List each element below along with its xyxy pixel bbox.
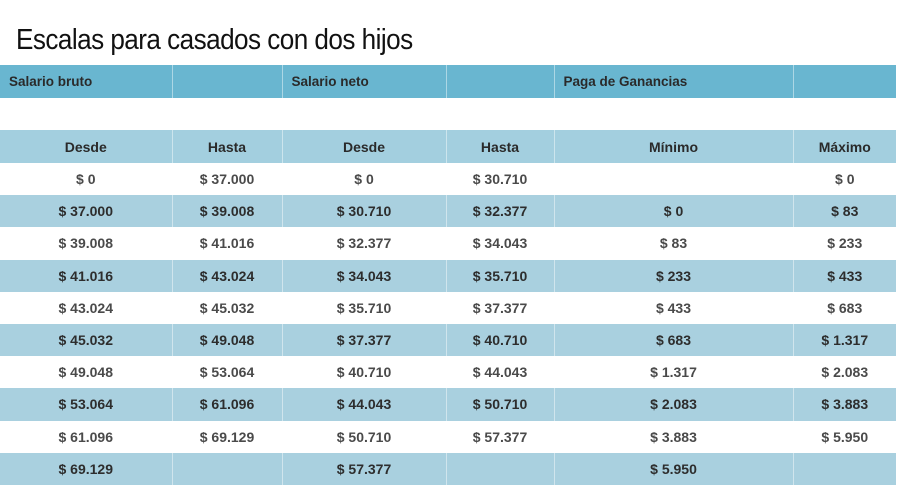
group-header-empty [792, 65, 896, 98]
column-header-minimo: Mínimo [553, 130, 793, 163]
table-cell: $ 50.710 [281, 420, 446, 453]
table-row: $ 43.024 $ 45.032 $ 35.710 $ 37.377 $ 433 $ 6… [0, 291, 896, 324]
table-cell: $ 683 [792, 291, 896, 324]
table-cell: $ 433 [553, 291, 793, 324]
table-cell: $ 5.950 [553, 452, 793, 485]
table-cell: $ 39.008 [171, 195, 282, 228]
table-cell: $ 41.016 [171, 227, 282, 260]
table-row: $ 49.048 $ 53.064 $ 40.710 $ 44.043 $ 1.317 $… [0, 356, 896, 389]
group-header-row: Salario bruto Salario neto Paga de Ganan… [0, 65, 896, 98]
table-cell [792, 452, 896, 485]
group-header-salario-neto: Salario neto [281, 65, 446, 98]
column-header-desde: Desde [281, 130, 446, 163]
table-cell: $ 233 [553, 259, 793, 292]
table-cell [445, 452, 554, 485]
column-header-desde: Desde [0, 130, 172, 163]
table-cell: $ 683 [553, 323, 793, 357]
table-cell: $ 41.016 [0, 259, 172, 292]
table-cell: $ 39.008 [0, 227, 172, 260]
column-header-hasta: Hasta [445, 130, 554, 163]
table-row: $ 53.064 $ 61.096 $ 44.043 $ 50.710 $ 2.083 $… [0, 388, 896, 421]
table-cell: $ 2.083 [792, 356, 896, 389]
table-cell: $ 0 [0, 163, 172, 196]
table-cell: $ 233 [792, 227, 896, 260]
table-cell: $ 30.710 [281, 195, 446, 228]
table-row: $ 41.016 $ 43.024 $ 34.043 $ 35.710 $ 233 $ 4… [0, 259, 896, 292]
table-cell: $ 69.129 [171, 420, 282, 453]
table-cell: $ 433 [792, 259, 896, 292]
table-cell: $ 40.710 [445, 323, 554, 357]
table-cell: $ 0 [281, 163, 446, 196]
table-cell: $ 83 [792, 195, 896, 228]
table-cell: $ 83 [553, 227, 793, 260]
scales-table: Desde Hasta Desde Hasta Mínimo Máximo $ … [0, 130, 896, 485]
table-cell: $ 50.710 [445, 388, 554, 421]
table-cell: $ 44.043 [445, 356, 554, 389]
table-cell: $ 37.000 [171, 163, 282, 196]
group-header-empty [171, 65, 282, 98]
table-row: $ 0 $ 37.000 $ 0 $ 30.710 $ 0 [0, 163, 896, 196]
table-row: $ 45.032 $ 49.048 $ 37.377 $ 40.710 $ 683 $ 1… [0, 323, 896, 357]
group-header-salario-bruto: Salario bruto [0, 65, 172, 98]
table-cell: $ 43.024 [0, 291, 172, 324]
table-cell: $ 45.032 [0, 323, 172, 357]
table-cell: $ 34.043 [281, 259, 446, 292]
table-cell: $ 43.024 [171, 259, 282, 292]
table-cell: $ 0 [792, 163, 896, 196]
table-row: $ 61.096 $ 69.129 $ 50.710 $ 57.377 $ 3.883 $… [0, 420, 896, 453]
group-header-empty [445, 65, 554, 98]
table-cell: $ 32.377 [445, 195, 554, 228]
table-cell: $ 1.317 [553, 356, 793, 389]
column-header-row: Desde Hasta Desde Hasta Mínimo Máximo [0, 130, 896, 163]
table-cell: $ 3.883 [553, 420, 793, 453]
table-cell: $ 32.377 [281, 227, 446, 260]
table-row: $ 37.000 $ 39.008 $ 30.710 $ 32.377 $ 0 $ 83 [0, 195, 896, 228]
table-cell: $ 3.883 [792, 388, 896, 421]
table-cell: $ 53.064 [171, 356, 282, 389]
table-cell: $ 49.048 [171, 323, 282, 357]
table-cell: $ 57.377 [281, 452, 446, 485]
table-cell: $ 61.096 [0, 420, 172, 453]
table-cell: $ 45.032 [171, 291, 282, 324]
table-cell: $ 35.710 [445, 259, 554, 292]
table-cell: $ 37.377 [281, 323, 446, 357]
table-cell [553, 163, 793, 196]
group-header-paga-ganancias: Paga de Ganancias [553, 65, 793, 98]
table-cell: $ 1.317 [792, 323, 896, 357]
table-cell: $ 40.710 [281, 356, 446, 389]
table-cell: $ 37.000 [0, 195, 172, 228]
table-cell: $ 5.950 [792, 420, 896, 453]
table-cell: $ 37.377 [445, 291, 554, 324]
table-cell: $ 57.377 [445, 420, 554, 453]
table-cell: $ 34.043 [445, 227, 554, 260]
group-header-table: Salario bruto Salario neto Paga de Ganan… [0, 65, 896, 98]
table-cell: $ 44.043 [281, 388, 446, 421]
column-header-maximo: Máximo [792, 130, 896, 163]
table-cell: $ 69.129 [0, 452, 172, 485]
table-cell: $ 49.048 [0, 356, 172, 389]
table-row: $ 69.129 $ 57.377 $ 5.950 [0, 452, 896, 485]
page-title: Escalas para casados con dos hijos [16, 24, 413, 56]
table-cell: $ 61.096 [171, 388, 282, 421]
table-row: $ 39.008 $ 41.016 $ 32.377 $ 34.043 $ 83 $ 23… [0, 227, 896, 260]
table-cell: $ 35.710 [281, 291, 446, 324]
table-cell [171, 452, 282, 485]
table-cell: $ 53.064 [0, 388, 172, 421]
column-header-hasta: Hasta [171, 130, 282, 163]
table-cell: $ 30.710 [445, 163, 554, 196]
table-cell: $ 2.083 [553, 388, 793, 421]
table-cell: $ 0 [553, 195, 793, 228]
